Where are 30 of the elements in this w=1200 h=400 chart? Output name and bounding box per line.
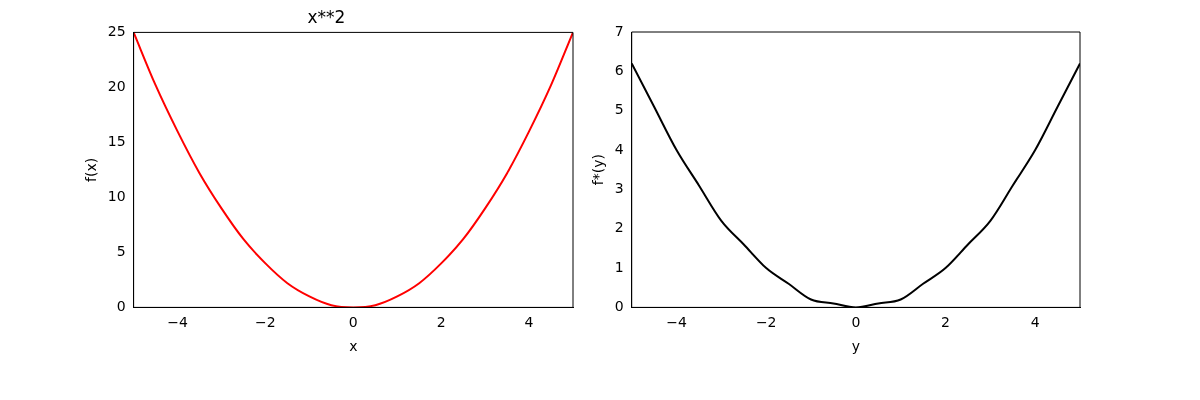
y-tick-label: 15	[107, 133, 126, 150]
y-tick-label: 1	[614, 258, 624, 275]
y-tick-label: 20	[107, 78, 126, 95]
y-axis-title: f(x)	[83, 157, 100, 182]
line-series	[133, 32, 573, 308]
y-tick-label: 5	[116, 243, 126, 260]
x-tick-label: 2	[436, 314, 446, 331]
chart-title: x**2	[307, 6, 346, 27]
x-axis-title: x	[349, 338, 358, 355]
y-tick-label: 5	[614, 101, 624, 118]
x-tick-label: −4	[167, 314, 188, 331]
x-tick-label: −4	[666, 314, 687, 331]
y-tick-label: 2	[614, 219, 624, 236]
y-tick-label: 0	[116, 298, 126, 315]
y-tick-label: 6	[614, 61, 624, 78]
y-tick-label: 3	[614, 180, 624, 197]
y-tick-label: 25	[107, 23, 126, 40]
x-tick-label: −2	[255, 314, 276, 331]
x-tick-label: 2	[941, 314, 950, 331]
x-tick-label: −2	[755, 314, 777, 331]
y-tick-label: 7	[614, 22, 624, 39]
y-axis-title: f*(y)	[590, 154, 607, 186]
y-tick-label: 4	[614, 140, 624, 157]
x-tick-label: 4	[1030, 314, 1040, 331]
y-tick-label: 10	[107, 188, 126, 205]
y-tick-label: 0	[614, 298, 624, 315]
x-tick-label: 0	[851, 314, 861, 331]
x-tick-label: 0	[348, 314, 358, 331]
x-axis-title: y	[851, 338, 860, 355]
x-tick-label: 4	[524, 314, 534, 331]
